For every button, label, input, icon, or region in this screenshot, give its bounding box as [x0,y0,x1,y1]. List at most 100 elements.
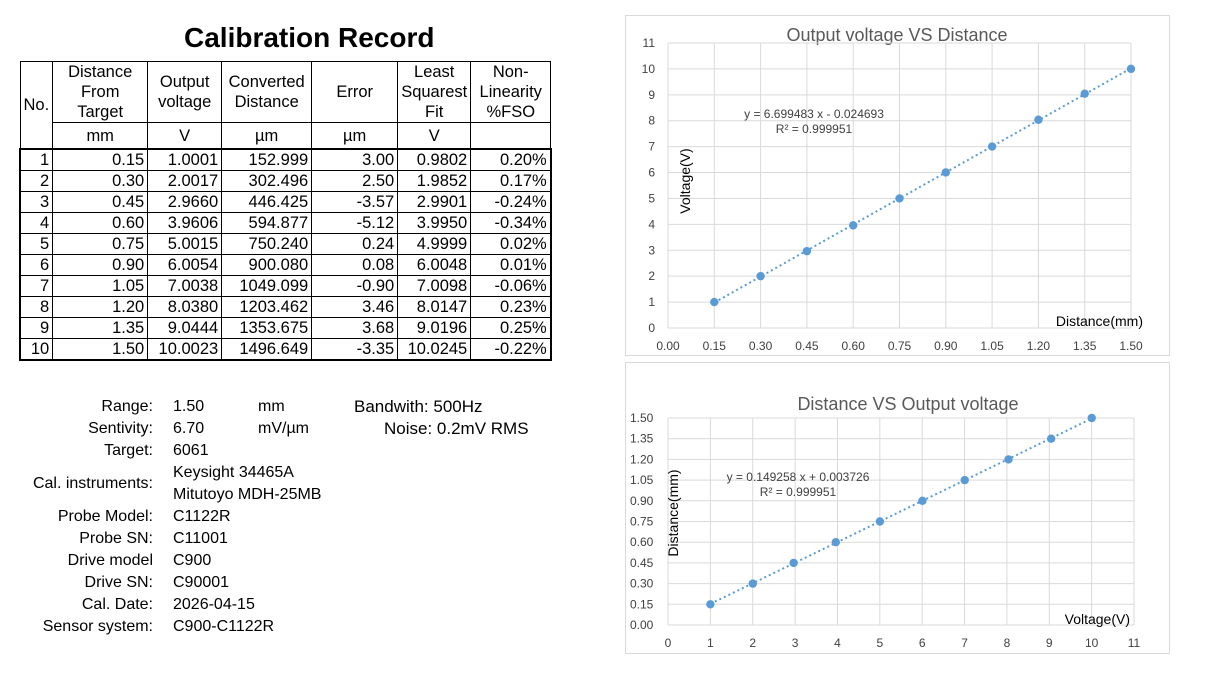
cell-nonlinearity: -0.34% [470,212,552,234]
sensor-system-label: Sensor system: [42,618,153,635]
cell-nonlinearity: 0.20% [470,148,552,171]
cal-date-value: 2026-04-15 [173,596,255,613]
cell-fit: 4.9999 [397,233,472,255]
trendline [709,417,1093,605]
probe-sn-row: Probe SN: C11001 [18,528,338,550]
x-tick-label: 0 [665,636,672,650]
data-point [1034,115,1043,124]
header-error: Error [311,61,399,123]
cal-date-label: Cal. Date: [81,596,153,613]
drive-model-value: C900 [173,552,212,569]
data-point [748,579,757,588]
cell-fit: 0.9802 [397,148,472,171]
y-tick-label: 0.60 [630,535,654,549]
table-row: 3 0.45 2.9660 446.425 -3.57 2.9901 -0.24% [19,191,552,213]
cell-voltage: 5.0015 [147,233,223,255]
cell-nonlinearity: -0.24% [470,191,552,213]
x-tick-label: 3 [792,636,799,650]
unit-distance: mm [52,122,149,150]
cell-no: 10 [19,338,54,361]
table-row: 8 1.20 8.0380 1203.462 3.46 8.0147 0.23% [19,296,552,318]
cell-distance: 1.35 [52,317,149,339]
data-point [1046,434,1056,443]
table-units-row: mm V µm µm V [20,122,552,150]
header-text-line: %FSO [486,103,536,121]
cell-converted: 1496.649 [221,338,313,361]
data-point [1087,413,1096,423]
y-tick-label: 1.05 [630,473,654,487]
x-tick-label: 1.35 [1073,339,1097,353]
drive-sn-label: Drive SN: [84,574,153,591]
y-tick-label: 9 [648,88,655,102]
y-tick-label: 0.00 [630,618,654,632]
header-converted-distance: Converted Distance [221,61,313,123]
x-axis-label: Voltage(V) [1065,611,1130,627]
cell-fit: 9.0196 [397,317,472,339]
page-title: Calibration Record [184,22,435,53]
header-text-line: From [80,83,120,101]
y-tick-label: 1 [648,295,655,309]
table-row: 5 0.75 5.0015 750.240 0.24 4.9999 0.02% [19,233,552,255]
cell-nonlinearity: 0.23% [470,296,552,318]
instruments-values: Keysight 34465A Mitutoyo MDH-25MB [173,462,321,506]
trendline-equation: y = 6.699483 x - 0.024693 [744,107,884,121]
sensor-system-row: Sensor system: C900-C1122R [18,616,338,638]
target-row: Target: 6061 [18,440,338,462]
y-tick-label: 0.30 [630,577,654,591]
trendline-equation: y = 0.149258 x + 0.003726 [727,470,870,484]
probe-model-row: Probe Model: C1122R [18,506,338,528]
cell-voltage: 8.0380 [147,296,223,318]
range-label: Range: [101,398,153,415]
cell-distance: 0.30 [52,170,149,192]
y-axis-label: Distance(mm) [665,469,681,556]
cell-nonlinearity: 0.17% [470,170,552,192]
x-tick-label: 0.90 [934,339,958,353]
probe-sn-label: Probe SN: [79,530,153,547]
cell-converted: 1049.099 [221,275,313,297]
table-row: 4 0.60 3.9606 594.877 -5.12 3.9950 -0.34% [19,212,552,234]
drive-model-row: Drive model C900 [18,550,338,572]
cell-nonlinearity: -0.22% [470,338,552,361]
header-distance-from-target: Distance From Target [52,61,149,123]
table-row: 9 1.35 9.0444 1353.675 3.68 9.0196 0.25% [19,317,552,339]
cell-fit: 10.0245 [397,338,472,361]
cell-distance: 0.15 [52,148,149,171]
cell-fit: 1.9852 [397,170,472,192]
x-tick-label: 5 [876,636,883,650]
cell-error: -0.90 [311,275,399,297]
y-tick-label: 0.45 [630,556,654,570]
probe-model-label: Probe Model: [57,508,153,525]
data-point [802,246,812,256]
cell-fit: 3.9950 [397,212,472,234]
data-point [1126,64,1136,74]
y-tick-label: 0.75 [630,515,654,529]
cell-error: 3.00 [311,148,399,171]
data-point [706,600,715,609]
calibration-table: No. Distance From Target Output voltage Con… [19,61,552,361]
cell-no: 9 [19,317,54,339]
header-text-line: No. [23,96,50,114]
header-text-line: Fit [425,103,444,121]
data-point [1080,89,1089,98]
x-tick-label: 10 [1085,636,1099,650]
data-point [1004,455,1013,464]
data-point [960,475,969,485]
cell-error: 0.24 [311,233,399,255]
data-point [941,168,950,177]
cell-converted: 302.496 [221,170,313,192]
cell-distance: 1.05 [52,275,149,297]
sensitivity-value: 6.70 [173,420,205,437]
cell-voltage: 2.0017 [147,170,223,192]
cell-error: 0.08 [311,254,399,276]
cell-no: 5 [19,233,54,255]
cell-converted: 1203.462 [221,296,313,318]
drive-sn-row: Drive SN: C90001 [18,572,338,594]
cell-error: -3.57 [311,191,399,213]
cell-no: 4 [19,212,54,234]
y-tick-label: 10 [642,62,656,76]
y-tick-label: 1.50 [630,411,654,425]
header-text-line: Distance [234,93,299,111]
probe-sn-value: C11001 [173,530,228,547]
header-text-line: Output [159,73,210,91]
r-squared-label: R² = 0.999951 [760,485,837,499]
